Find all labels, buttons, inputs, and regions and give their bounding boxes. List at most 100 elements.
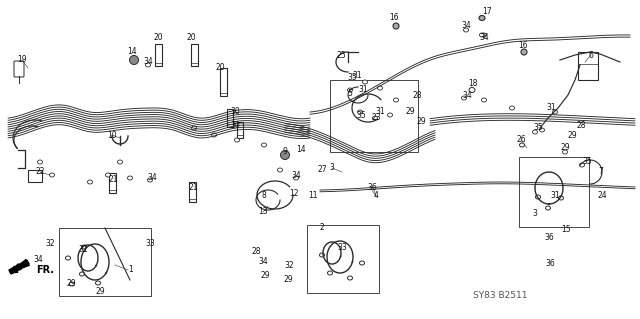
Text: 35: 35 [347,73,357,83]
Text: 33: 33 [145,240,155,249]
Text: 26: 26 [516,136,526,145]
Text: 25: 25 [336,51,346,61]
Ellipse shape [362,80,367,84]
Ellipse shape [234,138,239,142]
Ellipse shape [394,98,399,102]
Text: 29: 29 [66,278,76,287]
Bar [189,182,195,202]
FancyBboxPatch shape [14,61,24,77]
Ellipse shape [262,143,266,147]
Text: 13: 13 [258,207,268,217]
Text: 31: 31 [352,70,362,79]
Text: 34: 34 [147,174,157,182]
Text: 18: 18 [468,79,477,88]
Ellipse shape [520,143,525,147]
Text: 32: 32 [284,261,294,270]
Ellipse shape [481,98,486,102]
Text: 28: 28 [412,92,422,100]
Text: 31: 31 [375,108,385,116]
Text: 31: 31 [358,85,368,94]
Text: 34: 34 [143,57,153,66]
Ellipse shape [536,195,541,199]
Text: 19: 19 [17,56,27,64]
Text: 36: 36 [544,233,554,241]
Bar [237,122,243,138]
Text: 29: 29 [405,108,415,116]
Text: 22: 22 [35,167,45,176]
Text: 34: 34 [33,255,43,263]
Ellipse shape [65,256,70,260]
Text: FR.: FR. [36,265,54,275]
Circle shape [280,151,289,160]
Ellipse shape [319,253,324,257]
Ellipse shape [579,163,584,167]
Bar [154,44,161,66]
Bar [28,170,42,182]
Ellipse shape [127,176,132,180]
Ellipse shape [106,173,111,177]
Bar [220,68,227,96]
Text: 6: 6 [589,50,593,60]
Bar [578,52,598,80]
Text: 20: 20 [153,33,163,42]
Text: 36: 36 [545,259,555,269]
Ellipse shape [191,126,196,130]
Ellipse shape [372,116,378,120]
Text: 2: 2 [319,224,324,233]
Text: 27: 27 [317,166,327,174]
Text: 16: 16 [389,13,399,23]
Text: 35: 35 [356,110,366,120]
Bar [191,44,198,66]
Text: 15: 15 [561,225,571,234]
Text: 34: 34 [479,33,489,42]
Text: 30: 30 [230,108,240,116]
Text: 31: 31 [550,190,560,199]
Ellipse shape [378,86,383,90]
Text: 34: 34 [258,257,268,266]
Ellipse shape [348,88,353,92]
Text: 3: 3 [330,164,335,173]
Ellipse shape [481,33,486,37]
Ellipse shape [563,150,568,154]
Text: SY83 B2511: SY83 B2511 [473,292,527,300]
Text: 34: 34 [291,170,301,180]
Ellipse shape [469,87,475,93]
Text: 28: 28 [252,248,260,256]
Text: 5: 5 [348,88,353,98]
Text: 29: 29 [283,276,293,285]
Text: 21: 21 [108,175,118,184]
Text: 30: 30 [230,121,240,130]
Text: 35: 35 [582,158,592,167]
Ellipse shape [294,176,298,180]
Text: 21: 21 [188,183,198,192]
Ellipse shape [70,282,74,286]
Text: 31: 31 [78,244,88,254]
Ellipse shape [358,110,362,114]
Ellipse shape [79,272,84,276]
Ellipse shape [479,16,485,20]
Ellipse shape [145,63,150,67]
Ellipse shape [509,106,515,110]
Text: 29: 29 [560,144,570,152]
Text: 20: 20 [215,63,225,72]
Text: 29: 29 [260,271,270,279]
Ellipse shape [387,113,392,117]
Text: 4: 4 [374,191,378,201]
Text: 17: 17 [482,8,492,17]
Text: 7: 7 [598,167,604,176]
Text: 36: 36 [367,182,377,191]
Ellipse shape [479,33,484,37]
Bar [109,173,115,193]
Ellipse shape [360,261,365,265]
Ellipse shape [521,49,527,55]
Ellipse shape [278,168,282,172]
Text: 34: 34 [462,92,472,100]
Text: 8: 8 [262,190,266,199]
Bar [519,157,589,227]
Text: 34: 34 [461,21,471,31]
Ellipse shape [38,160,42,164]
Text: 35: 35 [533,123,543,132]
Ellipse shape [118,160,122,164]
Text: 31: 31 [546,103,556,113]
Text: 20: 20 [186,33,196,42]
